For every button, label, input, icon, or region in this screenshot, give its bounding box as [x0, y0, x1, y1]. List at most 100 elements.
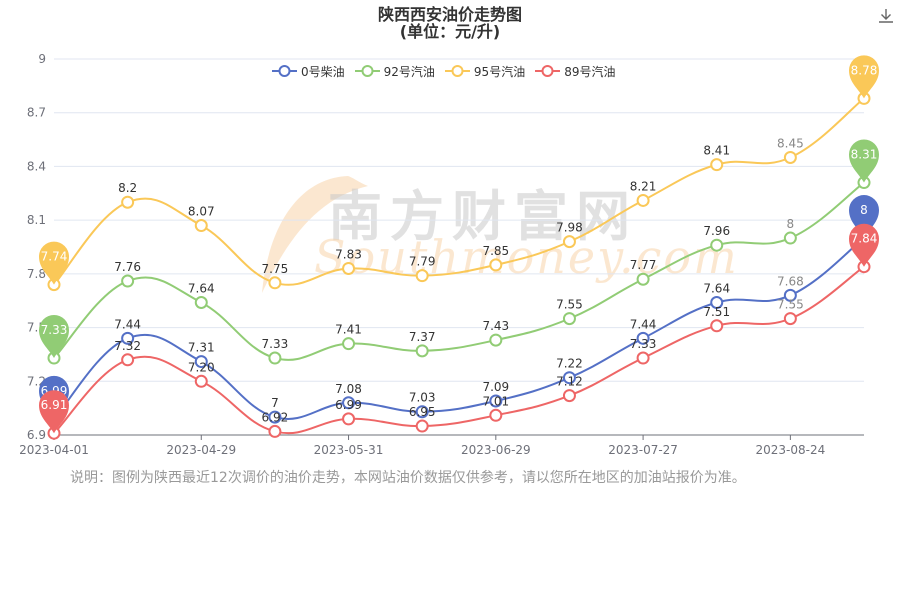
markpoint-label: 7.84: [851, 232, 878, 246]
data-point: [415, 419, 429, 433]
data-label: 7.41: [335, 323, 362, 337]
x-tick-label: 2023-06-29: [461, 443, 531, 457]
data-point: [342, 337, 356, 351]
data-point: [783, 231, 797, 245]
data-label: 8.41: [703, 144, 730, 158]
series-line: [53, 265, 865, 435]
data-label: 7.44: [630, 317, 657, 331]
data-label: 7.55: [556, 298, 583, 312]
legend-item[interactable]: 92号汽油: [354, 63, 435, 80]
data-label: 7: [271, 396, 279, 410]
data-point: [121, 331, 135, 345]
chart-subtitle: (单位：元/升): [399, 22, 501, 41]
data-label: 7.98: [556, 221, 583, 235]
data-point: [342, 396, 356, 410]
x-tick-label: 2023-08-24: [755, 443, 825, 457]
markpoint-label: 6.91: [41, 398, 68, 412]
chart-legend: 0号柴油 92号汽油 95号汽油 89号汽油: [272, 62, 625, 80]
data-point: [783, 288, 797, 302]
legend-label: 89号汽油: [564, 64, 616, 79]
data-label: 7.03: [409, 391, 436, 405]
series-line: [53, 97, 865, 286]
data-point: [562, 312, 576, 326]
markpoint-pin: [849, 55, 879, 99]
data-point: [121, 195, 135, 209]
data-label: 7.64: [703, 282, 730, 296]
data-point: [710, 296, 724, 310]
data-label: 7.20: [188, 360, 215, 374]
markpoint-max: 7.84: [849, 223, 879, 267]
y-tick-label: 6.9: [27, 428, 46, 442]
data-label: 7.33: [630, 337, 657, 351]
data-label: 7.31: [188, 341, 215, 355]
legend-marker-icon: [272, 65, 297, 77]
markpoint-pin: [849, 223, 879, 267]
data-point: [342, 261, 356, 275]
data-label: 7.01: [482, 394, 509, 408]
data-point: [194, 374, 208, 388]
data-label: 7.37: [409, 330, 436, 344]
markpoint-label: 8.78: [851, 63, 878, 77]
data-label: 7.96: [703, 224, 730, 238]
data-label: 7.68: [777, 274, 804, 288]
data-point: [268, 410, 282, 424]
x-tick-label: 2023-07-27: [608, 443, 678, 457]
data-label: 8.45: [777, 136, 804, 150]
data-label: 7.51: [703, 305, 730, 319]
x-tick-label: 2023-04-01: [19, 443, 89, 457]
legend-label: 95号汽油: [473, 64, 526, 79]
markpoint-pin: [39, 390, 69, 434]
data-label: 8.21: [630, 179, 657, 193]
legend-marker-icon: [444, 65, 470, 77]
data-label: 6.92: [262, 410, 289, 424]
download-icon[interactable]: [876, 6, 896, 26]
series-line: [53, 181, 865, 361]
data-point: [562, 371, 576, 385]
markpoint-min: 7.74: [39, 241, 69, 285]
data-point: [562, 389, 576, 403]
data-point: [415, 269, 429, 283]
data-point: [489, 408, 503, 422]
data-point: [562, 235, 576, 249]
data-label: 8: [787, 217, 795, 231]
data-label: 8.07: [188, 205, 215, 219]
data-label: 7.08: [335, 382, 362, 396]
data-point: [636, 272, 650, 286]
legend-label: 0号柴油: [301, 64, 345, 79]
data-label: 7.32: [114, 339, 141, 353]
data-label: 7.76: [114, 260, 141, 274]
x-tick-label: 2023-04-29: [166, 443, 236, 457]
data-point: [489, 258, 503, 272]
legend-item[interactable]: 89号汽油: [535, 63, 615, 80]
data-point: [268, 351, 282, 365]
markpoint-pin: [39, 315, 69, 359]
data-point: [415, 344, 429, 358]
data-label: 7.75: [262, 262, 289, 276]
x-tick-label: 2023-05-31: [314, 443, 384, 457]
data-point: [783, 150, 797, 164]
data-point: [268, 276, 282, 290]
data-label: 7.64: [188, 282, 215, 296]
data-point: [636, 351, 650, 365]
markpoint-min: 7.33: [39, 315, 69, 359]
markpoint-label: 7.74: [41, 250, 68, 264]
legend-item[interactable]: 0号柴油: [272, 63, 345, 80]
data-point: [710, 319, 724, 333]
data-label: 7.79: [409, 255, 436, 269]
data-point: [489, 333, 503, 347]
y-tick-label: 7.8: [27, 267, 46, 281]
data-label: 7.83: [335, 247, 362, 261]
y-tick-label: 8.4: [27, 159, 46, 173]
markpoint-label: 8.31: [851, 148, 878, 162]
markpoint-min: 6.91: [39, 390, 69, 434]
y-tick-label: 8.7: [27, 106, 46, 120]
data-point: [194, 355, 208, 369]
markpoint-max: 8.78: [849, 55, 879, 99]
data-label: 7.44: [114, 317, 141, 331]
legend-item[interactable]: 95号汽油: [444, 63, 526, 80]
chart-title: 陕西西安油价走势图: [377, 5, 522, 24]
y-tick-label: 9: [38, 52, 46, 66]
legend-label: 92号汽油: [383, 64, 435, 79]
markpoint-pin: [849, 139, 879, 183]
